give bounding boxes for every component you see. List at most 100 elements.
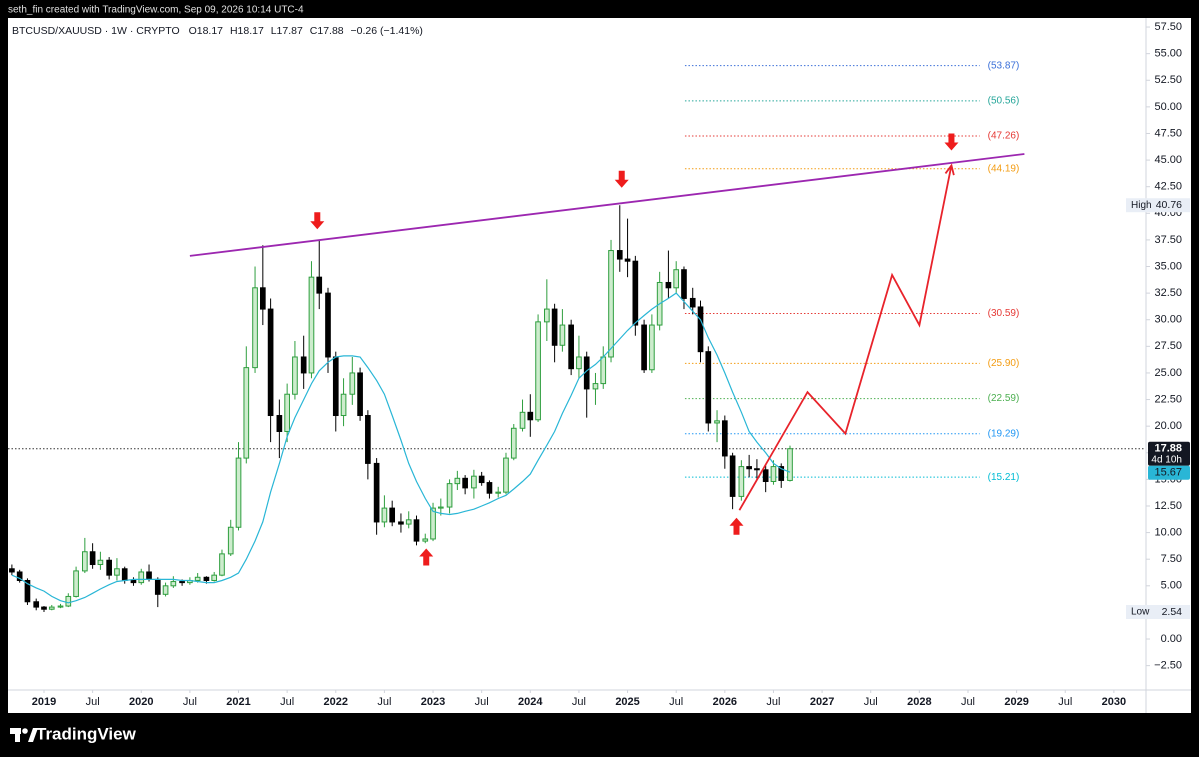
y-tick-label: 25.00: [1154, 367, 1182, 379]
current-price-value: 17.88: [1154, 443, 1182, 455]
candle-body: [267, 308, 274, 417]
candle-body: [316, 276, 323, 294]
ohlc-high: H18.17: [230, 25, 264, 37]
candle-body: [527, 411, 534, 421]
candle-body: [608, 250, 614, 358]
candle-body: [65, 595, 72, 607]
candle-body: [746, 466, 752, 470]
y-tick-label: 22.50: [1154, 393, 1182, 405]
candle-body: [194, 576, 201, 581]
candle-body: [332, 356, 339, 417]
candle-body: [787, 448, 793, 481]
candle-body: [478, 475, 485, 484]
fib-label: (22.59): [988, 393, 1020, 404]
extreme-box: [1126, 198, 1190, 213]
candle-body: [576, 356, 582, 370]
ohlc-open: O18.17: [189, 25, 224, 37]
symbol-legend: BTCUSD/XAUUSD · 1W · CRYPTO O18.17 H18.1…: [12, 25, 423, 37]
candle-body: [16, 571, 23, 581]
y-tick-label: 52.50: [1154, 74, 1182, 86]
y-tick-label: −2.50: [1154, 660, 1182, 672]
x-tick-label: Jul: [183, 696, 197, 708]
candle-body: [325, 292, 331, 358]
extreme-value: 2.54: [1162, 606, 1183, 618]
candle-body: [389, 507, 396, 523]
current-price-box: [1148, 441, 1190, 466]
x-tick-label: Jul: [961, 696, 975, 708]
candle-body: [649, 324, 655, 371]
candle-body: [770, 466, 777, 483]
x-tick-label: 2028: [907, 696, 931, 708]
candle-body: [430, 507, 436, 540]
candle-body: [121, 568, 128, 581]
candle-body: [754, 468, 760, 471]
candle-body: [495, 491, 502, 494]
x-tick-label: 2020: [129, 696, 153, 708]
candle-body: [284, 393, 290, 432]
candle-body: [535, 321, 541, 421]
candle-body: [632, 260, 639, 326]
candle-body: [349, 372, 356, 395]
y-tick-label: 50.00: [1154, 101, 1182, 113]
x-tick-label: 2027: [810, 696, 834, 708]
candle-body: [130, 579, 137, 584]
candle-body: [729, 455, 736, 497]
candle-body: [170, 581, 177, 587]
y-tick-label: 27.50: [1154, 340, 1182, 352]
x-tick-label: Jul: [280, 696, 294, 708]
candle-body: [276, 415, 283, 432]
candle-body: [592, 383, 599, 390]
candle-body: [89, 551, 96, 566]
candle-body: [235, 457, 242, 528]
y-tick-label: 55.00: [1154, 48, 1182, 60]
ma-value: 15.67: [1154, 467, 1182, 479]
candle-body: [486, 482, 493, 494]
candle-body: [705, 351, 712, 424]
x-tick-label: 2021: [226, 696, 250, 708]
candle-body: [616, 250, 623, 260]
marker-arrow: [614, 170, 629, 188]
candle-body: [551, 308, 558, 346]
candle-body: [146, 571, 152, 580]
chart-panel: [8, 18, 1191, 713]
logo-stem: [15, 728, 20, 742]
fib-label: (50.56): [988, 96, 1020, 107]
extreme-value: 40.76: [1156, 199, 1182, 211]
projection-path: [738, 165, 953, 511]
y-tick-label: 57.50: [1154, 21, 1182, 33]
candle-body: [697, 306, 704, 353]
y-tick-label: 7.50: [1161, 553, 1182, 565]
candle-body: [365, 415, 371, 464]
candle-body: [24, 579, 31, 603]
extreme-name: High: [1131, 200, 1152, 211]
change: −0.26 (−1.41%): [351, 25, 423, 37]
candle-body: [82, 551, 88, 572]
marker-arrow: [729, 517, 744, 535]
y-tick-label: 30.00: [1154, 314, 1182, 326]
x-tick-label: Jul: [669, 696, 683, 708]
candle-body: [559, 324, 566, 346]
candle-body: [114, 568, 120, 576]
fib-label: (47.26): [988, 131, 1020, 142]
candle-body: [243, 367, 250, 459]
brand-name: TradingView: [36, 724, 137, 743]
marker-arrow: [419, 548, 434, 566]
x-tick-label: 2019: [32, 696, 56, 708]
marker-arrow: [310, 212, 325, 230]
candle-body: [544, 308, 550, 323]
moving-average: [11, 292, 791, 604]
y-tick-label: 37.50: [1154, 234, 1182, 246]
candle-body: [357, 372, 363, 417]
ohlc-low: L17.87: [271, 25, 303, 37]
trendline: [189, 153, 1025, 257]
candle-body: [641, 324, 647, 371]
x-tick-label: Jul: [86, 696, 100, 708]
x-tick-label: Jul: [766, 696, 780, 708]
y-tick-label: 42.50: [1154, 181, 1182, 193]
candle-body: [665, 281, 672, 289]
fib-label: (25.90): [988, 358, 1020, 369]
brand-logo: [10, 728, 38, 742]
x-tick-label: Jul: [864, 696, 878, 708]
